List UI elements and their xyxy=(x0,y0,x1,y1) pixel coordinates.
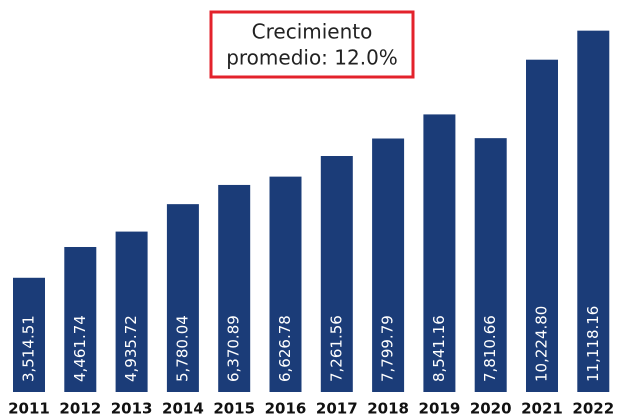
x-tick-label: 2011 xyxy=(8,400,50,418)
annotation: Crecimiento xyxy=(252,20,373,44)
x-tick-label: 2017 xyxy=(316,400,358,418)
value-label: 8,541.16 xyxy=(430,315,448,382)
bar xyxy=(372,138,405,392)
x-tick-label: 2012 xyxy=(59,400,101,418)
x-tick-label: 2019 xyxy=(419,400,461,418)
value-label: 7,261.56 xyxy=(327,315,345,382)
bar xyxy=(423,114,456,393)
bar xyxy=(218,184,251,392)
x-tick-label: 2020 xyxy=(470,400,512,418)
value-label: 10,224.80 xyxy=(533,306,551,382)
value-label: 6,370.89 xyxy=(225,315,243,382)
value-label: 4,935.72 xyxy=(122,315,140,382)
x-tick-label: 2013 xyxy=(111,400,153,418)
value-label: 3,514.51 xyxy=(20,315,38,382)
bar xyxy=(474,138,507,392)
bar xyxy=(64,246,97,392)
value-label: 7,799.79 xyxy=(379,315,397,382)
bar xyxy=(166,204,199,392)
value-label: 11,118.16 xyxy=(584,306,602,382)
value-label: 6,626.78 xyxy=(276,315,294,382)
x-tick-label: 2018 xyxy=(367,400,409,418)
value-label: 7,810.66 xyxy=(481,315,499,382)
bar xyxy=(320,155,353,392)
bar xyxy=(269,176,302,392)
value-label: 4,461.74 xyxy=(71,315,89,382)
bar xyxy=(577,30,610,393)
annotation: promedio: 12.0% xyxy=(226,46,398,70)
x-tick-label: 2016 xyxy=(265,400,307,418)
annotation-box xyxy=(209,10,415,79)
x-tick-label: 2021 xyxy=(521,400,563,418)
bar xyxy=(526,59,558,392)
bar xyxy=(13,277,45,392)
bar xyxy=(115,231,148,392)
x-tick-label: 2014 xyxy=(162,400,204,418)
value-label: 5,780.04 xyxy=(173,315,191,382)
x-tick-label: 2022 xyxy=(572,400,614,418)
x-tick-label: 2015 xyxy=(213,400,255,418)
